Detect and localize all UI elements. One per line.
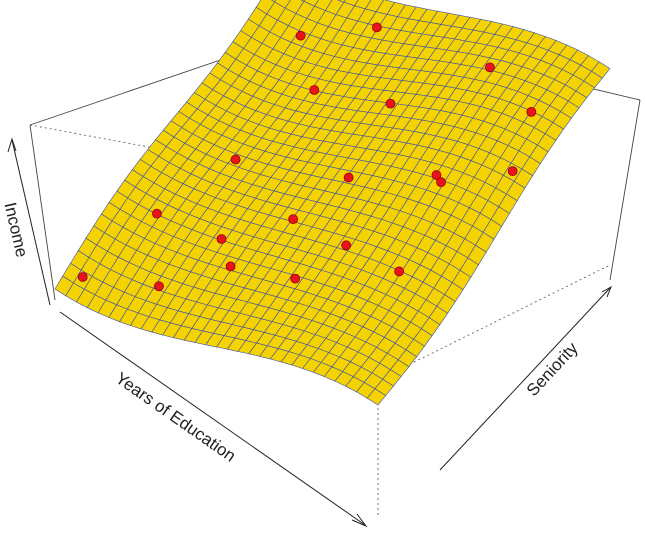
data-point <box>295 30 306 41</box>
data-point <box>341 240 352 251</box>
data-point <box>484 62 495 73</box>
data-point <box>394 266 405 277</box>
data-point <box>288 214 299 225</box>
data-point <box>385 98 396 109</box>
data-point <box>526 107 537 117</box>
data-point <box>343 172 354 183</box>
data-point <box>151 208 162 219</box>
data-point <box>230 154 241 165</box>
data-point <box>309 85 320 95</box>
box-hidden <box>29 124 611 515</box>
data-point <box>225 261 236 272</box>
data-point <box>371 22 382 33</box>
data-point <box>77 272 88 282</box>
z-axis-label: Income <box>0 200 31 259</box>
surface <box>54 0 611 406</box>
data-point <box>436 177 446 188</box>
y-axis-label: Seniority <box>523 338 582 400</box>
axis-arrows <box>7 137 612 528</box>
points <box>77 22 537 292</box>
data-point <box>507 166 518 177</box>
data-point <box>290 273 301 284</box>
data-point <box>431 170 442 180</box>
surface-cell <box>366 388 387 406</box>
data-point <box>216 234 227 244</box>
x-axis-label: Years of Education <box>112 369 239 466</box>
data-point <box>154 281 164 292</box>
